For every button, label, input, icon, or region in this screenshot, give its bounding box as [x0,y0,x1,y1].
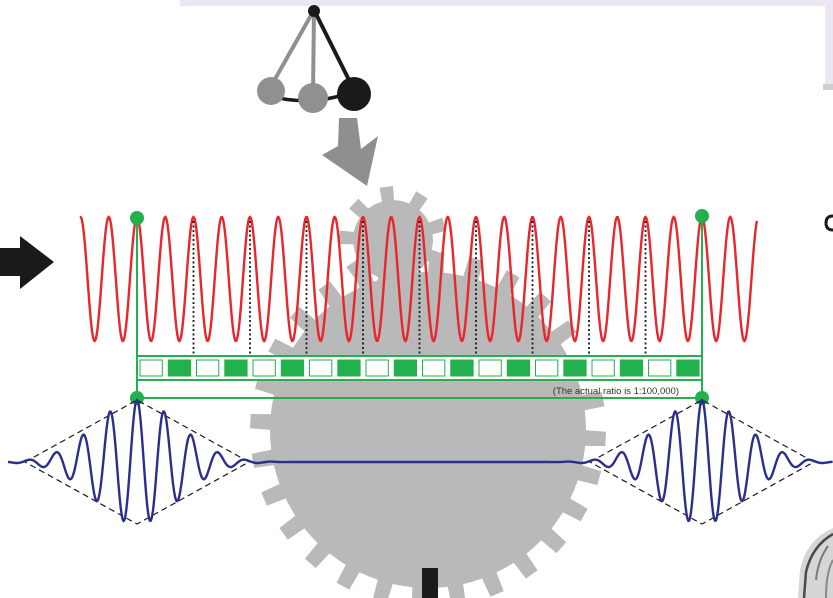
counter-segment [450,359,474,377]
counter-segment [224,359,248,377]
down-arrow-icon [322,118,378,186]
counter-segment [648,359,672,377]
pendulum-icon [257,5,371,113]
portrait-photo-fragment [798,528,833,598]
cycle-markers [192,221,647,356]
partial-symbol [824,214,833,232]
counter-segment [280,359,305,377]
counter-segment [535,359,559,377]
counter-segment [563,359,587,377]
counter-segment [309,359,333,377]
counter-segment [676,359,700,377]
counter-segment [167,359,192,377]
slow-pulses [7,398,833,525]
counter-segment [252,359,276,377]
counter-segment [506,359,531,377]
right-pointing-arrow-icon [0,236,54,289]
counter-bar [136,355,703,381]
counter-segment [139,359,163,377]
counter-segment [478,359,502,377]
counter-segment [393,359,418,377]
counter-segment [422,359,446,377]
counter-segment [337,359,361,377]
fast-wave [79,215,759,343]
ratio-note: (The actual ratio is 1:100,000) [553,386,679,397]
counter-segment [591,359,615,377]
counter-segment [365,359,389,377]
counter-segment [196,359,220,377]
top-panel [180,0,833,90]
counter-bar-frame [136,355,703,381]
bottom-post [422,568,438,598]
counter-segment [619,359,644,377]
